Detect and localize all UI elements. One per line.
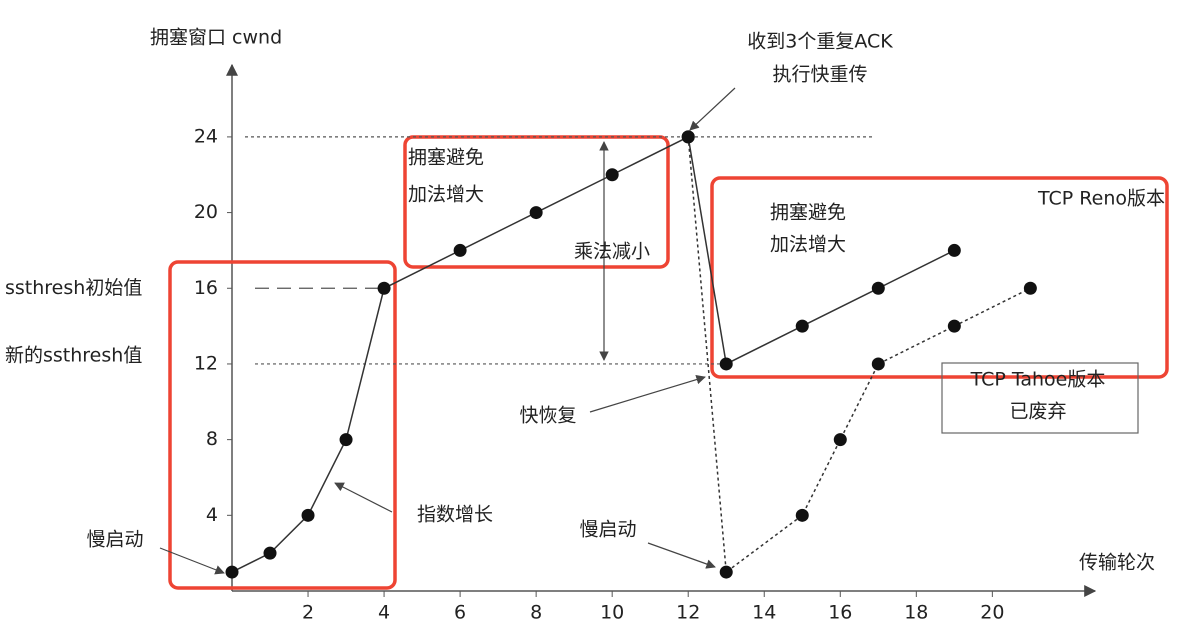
data-point [225, 565, 239, 579]
x-tick-label: 10 [600, 602, 624, 624]
x-tick-label: 6 [454, 602, 466, 624]
data-point [833, 433, 847, 447]
series-label: TCP Tahoe版本 [970, 369, 1106, 391]
annotation: 加法增大 [770, 234, 846, 256]
annotation: 慢启动 [579, 519, 636, 541]
x-tick-label: 2 [302, 602, 314, 624]
threshold-label: 新的ssthresh值 [5, 344, 142, 366]
annotation: 拥塞避免 [408, 147, 484, 169]
series-label: TCP Reno版本 [1037, 188, 1165, 210]
data-point [681, 130, 695, 144]
arrow [689, 87, 736, 131]
arrow [334, 482, 393, 513]
data-point [301, 508, 315, 522]
arrow [589, 374, 706, 413]
x-tick-label: 12 [676, 602, 700, 624]
threshold-label: ssthresh初始值 [5, 277, 142, 299]
x-tick-label: 20 [980, 602, 1004, 624]
tahoe-box [941, 362, 1139, 434]
annotation: 慢启动 [86, 529, 143, 551]
data-point [263, 546, 277, 560]
y-tick-label: 16 [194, 277, 218, 299]
annotation: 乘法减小 [574, 241, 650, 263]
data-point [795, 508, 809, 522]
highlight-box [168, 260, 397, 590]
x-tick-label: 16 [828, 602, 852, 624]
annotation: 已废弃 [1009, 401, 1066, 423]
data-point [871, 281, 885, 295]
y-axis-label: 拥塞窗口 cwnd [150, 27, 282, 49]
y-tick-label: 8 [206, 428, 218, 450]
annotation: 拥塞避免 [770, 202, 846, 224]
x-tick-label: 8 [530, 602, 542, 624]
data-point [605, 168, 619, 182]
data-point [947, 243, 961, 257]
x-axis-label: 传输轮次 [1079, 552, 1155, 574]
data-point [871, 357, 885, 371]
annotation: 指数增长 [417, 504, 493, 526]
x-tick-label: 14 [752, 602, 776, 624]
data-point [339, 433, 353, 447]
arrow [647, 542, 716, 569]
x-tick-label: 4 [378, 602, 390, 624]
data-point [529, 206, 543, 220]
y-tick-label: 12 [194, 352, 218, 374]
series-line [687, 136, 1031, 574]
data-point [453, 243, 467, 257]
arrow [159, 547, 225, 575]
y-tick-label: 20 [194, 201, 218, 223]
annotation: 收到3个重复ACK [747, 31, 893, 53]
annotation: 快恢复 [519, 405, 576, 427]
data-point [947, 319, 961, 333]
annotation: 加法增大 [408, 184, 484, 206]
boxes [168, 135, 1169, 590]
data-point [1023, 281, 1037, 295]
x-tick-label: 18 [904, 602, 928, 624]
annotation: 执行快重传 [772, 64, 867, 86]
y-tick-label: 24 [194, 125, 218, 147]
data-point [795, 319, 809, 333]
data-point [719, 565, 733, 579]
y-tick-label: 4 [206, 504, 218, 526]
data-point [377, 281, 391, 295]
data-point [719, 357, 733, 371]
highlight-box [403, 135, 670, 269]
axes [226, 63, 1097, 597]
